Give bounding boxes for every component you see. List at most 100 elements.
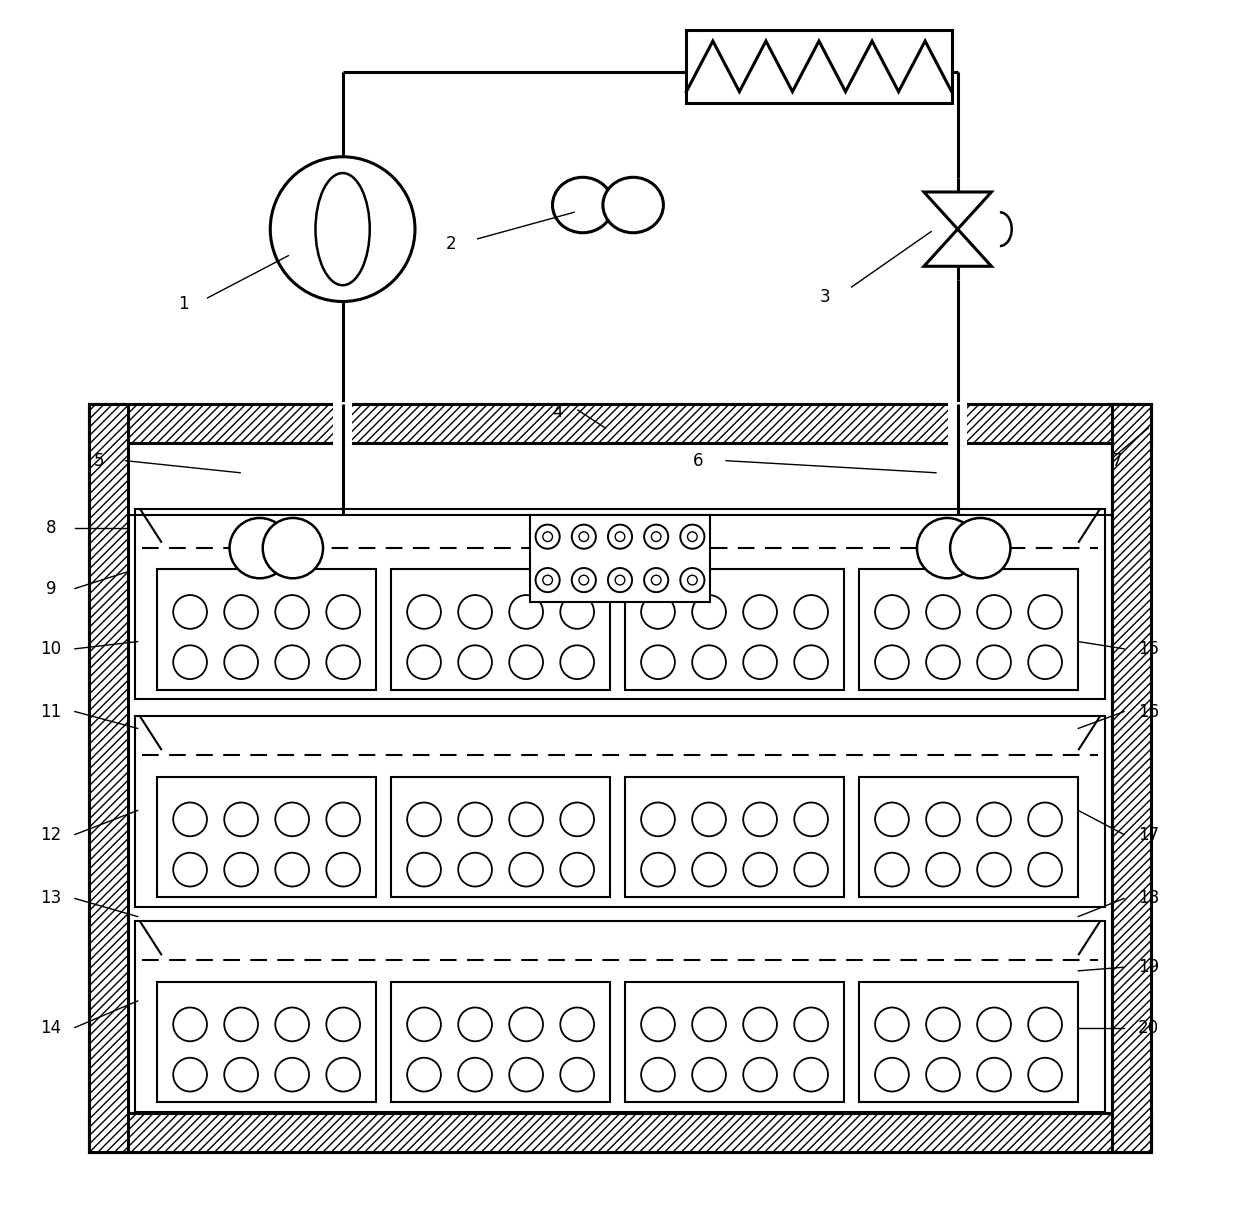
Circle shape <box>275 1058 309 1091</box>
Circle shape <box>615 575 625 585</box>
Circle shape <box>407 1007 441 1041</box>
Circle shape <box>560 1058 594 1091</box>
Circle shape <box>459 645 492 679</box>
Text: 6: 6 <box>693 452 703 469</box>
Circle shape <box>1028 1007 1061 1041</box>
Circle shape <box>926 645 960 679</box>
Circle shape <box>977 645 1011 679</box>
Bar <box>391 777 610 897</box>
Circle shape <box>692 802 725 836</box>
Text: 15: 15 <box>1137 640 1159 657</box>
Circle shape <box>926 853 960 886</box>
Text: 10: 10 <box>40 640 61 657</box>
Circle shape <box>743 853 777 886</box>
Circle shape <box>536 525 559 549</box>
Text: 17: 17 <box>1137 826 1159 843</box>
Circle shape <box>875 1058 909 1091</box>
Bar <box>1112 404 1151 1152</box>
Circle shape <box>510 645 543 679</box>
Circle shape <box>651 532 661 541</box>
Circle shape <box>275 645 309 679</box>
Circle shape <box>687 575 697 585</box>
Circle shape <box>510 853 543 886</box>
Text: 4: 4 <box>552 404 563 421</box>
Circle shape <box>407 853 441 886</box>
Circle shape <box>224 1007 258 1041</box>
Circle shape <box>692 595 725 628</box>
Polygon shape <box>924 192 992 229</box>
Bar <box>135 921 1105 1112</box>
Circle shape <box>326 595 360 628</box>
Circle shape <box>681 568 704 592</box>
Circle shape <box>459 802 492 836</box>
Circle shape <box>743 595 777 628</box>
Circle shape <box>687 532 697 541</box>
Circle shape <box>326 645 360 679</box>
Circle shape <box>543 532 553 541</box>
Circle shape <box>174 853 207 886</box>
Circle shape <box>224 645 258 679</box>
Bar <box>128 443 1112 1113</box>
Circle shape <box>641 1007 675 1041</box>
Circle shape <box>875 802 909 836</box>
Bar <box>89 404 1151 1152</box>
Circle shape <box>510 802 543 836</box>
Circle shape <box>275 853 309 886</box>
Circle shape <box>263 519 324 579</box>
Circle shape <box>510 1058 543 1091</box>
Bar <box>391 569 610 690</box>
Circle shape <box>795 595 828 628</box>
Bar <box>529 515 711 602</box>
Circle shape <box>459 853 492 886</box>
Circle shape <box>174 802 207 836</box>
Bar <box>625 982 844 1102</box>
Circle shape <box>407 1058 441 1091</box>
Circle shape <box>572 568 596 592</box>
Text: 2: 2 <box>446 235 456 252</box>
Circle shape <box>950 519 1011 579</box>
Circle shape <box>326 853 360 886</box>
Circle shape <box>977 1007 1011 1041</box>
Circle shape <box>641 1058 675 1091</box>
Bar <box>135 716 1105 907</box>
Circle shape <box>651 575 661 585</box>
Circle shape <box>692 645 725 679</box>
Circle shape <box>459 595 492 628</box>
Text: 7: 7 <box>1111 452 1122 469</box>
Circle shape <box>224 802 258 836</box>
Circle shape <box>536 568 559 592</box>
Text: 14: 14 <box>40 1019 61 1036</box>
Bar <box>157 982 377 1102</box>
Bar <box>334 402 352 445</box>
Text: 19: 19 <box>1137 959 1159 976</box>
Circle shape <box>326 1058 360 1091</box>
Circle shape <box>641 853 675 886</box>
Circle shape <box>795 802 828 836</box>
Text: 18: 18 <box>1137 890 1159 907</box>
Circle shape <box>875 853 909 886</box>
Circle shape <box>875 645 909 679</box>
Circle shape <box>275 1007 309 1041</box>
Circle shape <box>1028 853 1061 886</box>
Circle shape <box>1028 802 1061 836</box>
Circle shape <box>459 1058 492 1091</box>
Circle shape <box>608 525 632 549</box>
Circle shape <box>510 595 543 628</box>
Ellipse shape <box>603 177 663 233</box>
Circle shape <box>1028 595 1061 628</box>
Circle shape <box>270 157 415 302</box>
Circle shape <box>560 645 594 679</box>
Circle shape <box>795 853 828 886</box>
Circle shape <box>977 1058 1011 1091</box>
Circle shape <box>795 645 828 679</box>
Circle shape <box>543 575 553 585</box>
Bar <box>949 402 967 445</box>
Circle shape <box>275 595 309 628</box>
Circle shape <box>510 1007 543 1041</box>
Circle shape <box>641 802 675 836</box>
Bar <box>686 30 951 103</box>
Text: 11: 11 <box>40 703 62 720</box>
Circle shape <box>174 645 207 679</box>
Circle shape <box>560 1007 594 1041</box>
Circle shape <box>875 1007 909 1041</box>
